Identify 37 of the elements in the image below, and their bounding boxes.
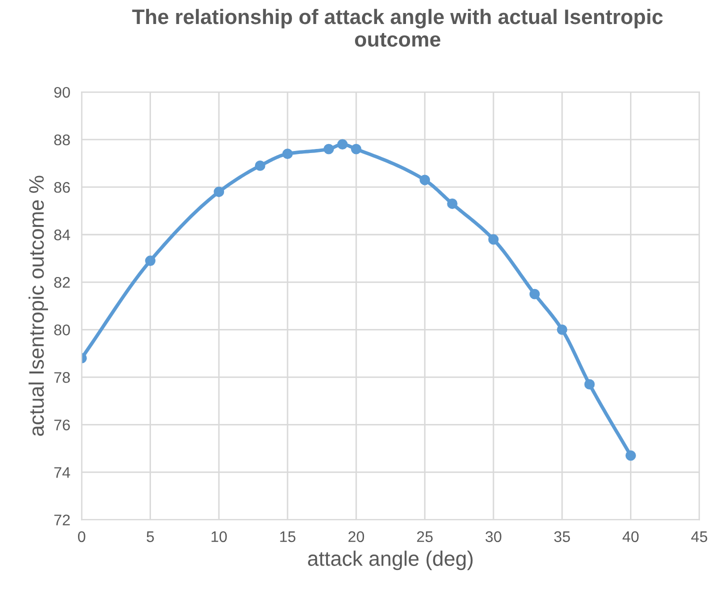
y-tick-label: 88 — [54, 134, 70, 146]
x-tick-label: 35 — [554, 531, 570, 542]
y-tick-label: 80 — [54, 324, 70, 336]
point — [214, 186, 224, 198]
x-tick-label: 5 — [146, 531, 154, 542]
x-tick-label: 20 — [348, 531, 364, 542]
x-tick-label: 30 — [486, 531, 502, 542]
y-tick-label: 84 — [54, 230, 70, 240]
x-tick-label: 40 — [622, 531, 639, 542]
x-tick-label: 45 — [691, 531, 708, 542]
point — [145, 256, 156, 266]
point — [447, 198, 458, 209]
x-tick-label: 0 — [78, 531, 86, 542]
x-tick-label: 10 — [212, 531, 227, 542]
y-tick-label: 76 — [54, 420, 70, 430]
y-tick-label: 74 — [54, 467, 70, 478]
point — [529, 288, 540, 300]
point — [488, 234, 499, 245]
y-axis-title: actual Isentropic outcome % — [28, 176, 48, 436]
point — [324, 144, 334, 154]
point — [556, 324, 568, 335]
point — [350, 144, 362, 154]
point — [282, 148, 293, 160]
x-tick-label: 15 — [280, 531, 296, 542]
y-tick-label: 86 — [54, 182, 70, 193]
y-tick-label: 90 — [54, 86, 70, 98]
y-tick-label: 82 — [54, 277, 70, 288]
point — [584, 379, 595, 390]
point — [626, 450, 636, 461]
x-axis-title: attack angle (deg) — [308, 550, 473, 570]
point — [254, 160, 266, 171]
chart-title: The relationship of attack angle with actual Isentropic outcome — [132, 8, 663, 47]
point — [420, 174, 430, 186]
point — [337, 139, 348, 150]
y-tick-label: 78 — [54, 372, 70, 383]
y-tick-label: 72 — [54, 514, 70, 526]
x-tick-label: 25 — [417, 531, 433, 542]
